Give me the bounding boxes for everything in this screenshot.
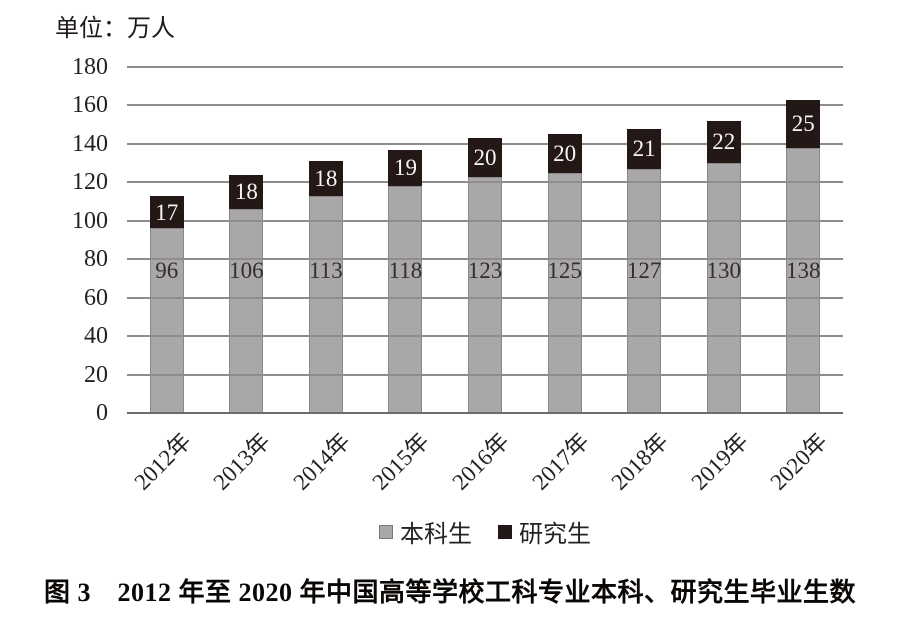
y-tick-label: 20	[84, 361, 108, 388]
gridline-180	[127, 66, 843, 68]
bar-slot-2012年: 17 96 2012年	[127, 67, 207, 495]
bar-slot-2015年: 19 118 2015年	[366, 67, 446, 495]
legend-item: 本科生	[379, 514, 472, 549]
figure-caption: 图 3 2012 年至 2020 年中国高等学校工科专业本科、研究生毕业生数	[43, 578, 856, 607]
bar-segment-grad: 18	[229, 174, 264, 210]
grad-value-label: 22	[712, 129, 736, 155]
grad-value-label: 20	[473, 144, 497, 170]
undergrad-value-label: 96	[155, 258, 179, 283]
undergrad-value-label: 113	[309, 258, 343, 283]
grad-value-label: 21	[632, 136, 656, 162]
bar-segment-grad: 20	[468, 138, 503, 177]
bar-segment-undergrad	[468, 176, 503, 413]
y-tick-label: 40	[84, 323, 108, 350]
legend-item: 研究生	[498, 514, 591, 549]
bar-segment-grad: 22	[706, 120, 741, 164]
x-tick-label: 2017年	[527, 428, 594, 495]
x-tick-label: 2014年	[288, 428, 355, 495]
gridline-80	[127, 258, 843, 261]
y-tick-label: 100	[72, 207, 108, 234]
undergrad-value-label: 127	[626, 258, 662, 283]
y-tick-label: 140	[72, 130, 108, 157]
bar-segment-undergrad	[627, 168, 662, 413]
grad-value-label: 17	[155, 199, 179, 225]
y-axis-unit-label: 单位：万人	[55, 16, 175, 42]
legend-swatch-grad	[498, 524, 512, 539]
bar-slot-2020年: 25 138 2020年	[764, 67, 844, 495]
gridline-120	[127, 181, 843, 184]
bar-segment-grad: 17	[149, 195, 184, 229]
x-tick-label: 2020年	[765, 428, 833, 495]
gridline-20	[127, 373, 843, 376]
gridline-60	[127, 296, 843, 299]
bar-slots: 17 96 2012年 18 106 2013年 18 113 2014年 19 118 2015年 2…	[127, 67, 844, 495]
undergrad-value-label: 130	[706, 258, 741, 283]
legend-label: 本科生	[400, 522, 472, 548]
bar-segment-undergrad	[149, 228, 184, 413]
bar-segment-grad: 19	[388, 149, 423, 187]
y-axis-tick-labels: 0 20 40 60 80 100 120 140 160 180	[30, 54, 108, 426]
undergrad-value-label: 106	[229, 258, 264, 283]
stacked-bar-chart-plot: 17 96 2012年 18 106 2013年 18 113 2014年 19 118 2015年 2…	[127, 66, 844, 495]
x-tick-label: 2012年	[129, 428, 196, 495]
undergrad-value-label: 125	[547, 258, 582, 283]
bar-segment-grad: 20	[547, 134, 582, 173]
bar-slot-2019年: 22 130 2019年	[684, 67, 764, 495]
x-tick-label: 2018年	[606, 428, 674, 495]
bar-slot-2014年: 18 113 2014年	[286, 67, 366, 495]
bar-segment-undergrad	[229, 209, 264, 413]
bar-slot-2016年: 20 123 2016年	[445, 67, 525, 495]
legend-swatch-undergrad	[379, 524, 393, 539]
grad-value-label: 20	[553, 141, 577, 167]
gridline-100	[127, 219, 843, 222]
gridline-160	[127, 104, 843, 107]
chart-legend: 本科生 研究生	[127, 514, 843, 549]
grad-value-label: 18	[234, 179, 258, 205]
undergrad-value-label: 138	[786, 258, 821, 283]
y-tick-label: 180	[72, 54, 108, 80]
y-tick-label: 120	[72, 169, 108, 196]
gridline-40	[127, 335, 843, 338]
x-tick-label: 2019年	[686, 428, 753, 495]
x-tick-label: 2013年	[208, 428, 276, 495]
bar-segment-grad: 25	[786, 99, 821, 148]
y-tick-label: 80	[84, 246, 108, 273]
bar-segment-undergrad	[547, 172, 582, 413]
y-tick-label: 160	[72, 92, 108, 119]
y-tick-label: 60	[84, 284, 108, 311]
y-tick-label: 0	[96, 400, 108, 426]
grad-value-label: 18	[314, 166, 338, 191]
x-axis-line	[127, 412, 843, 414]
bar-segment-undergrad	[308, 195, 343, 413]
legend-label: 研究生	[519, 522, 591, 548]
bar-slot-2013年: 18 106 2013年	[207, 67, 287, 495]
grad-value-label: 19	[393, 155, 417, 181]
bar-slot-2018年: 21 127 2018年	[604, 67, 684, 495]
undergrad-value-label: 123	[467, 258, 503, 283]
grad-value-label: 25	[791, 111, 815, 137]
x-tick-label: 2016年	[447, 428, 515, 495]
bar-segment-grad: 18	[308, 161, 343, 196]
bar-slot-2017年: 20 125 2017年	[525, 67, 605, 495]
bar-segment-undergrad	[706, 163, 741, 413]
x-tick-label: 2015年	[367, 428, 435, 495]
undergrad-value-label: 118	[388, 258, 423, 283]
bar-segment-grad: 21	[627, 128, 662, 169]
